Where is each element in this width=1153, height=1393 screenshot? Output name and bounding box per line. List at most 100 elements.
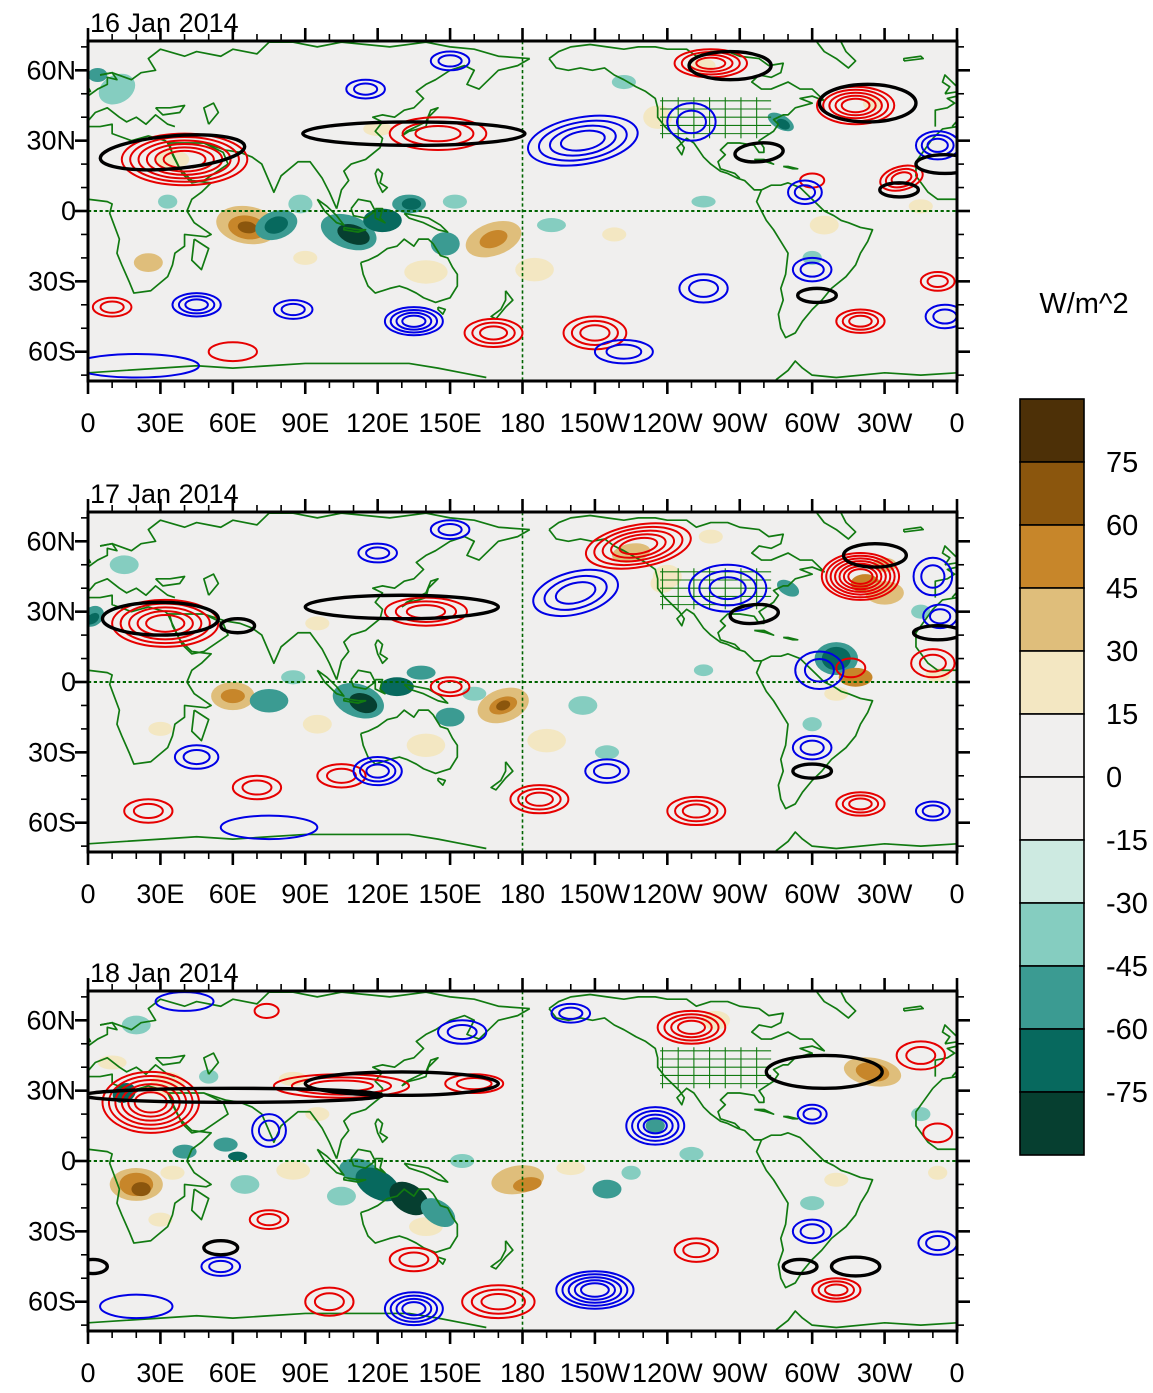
x-tick-label: 180	[500, 879, 545, 909]
x-tick-label: 90W	[712, 408, 768, 438]
x-tick-label: 90E	[281, 879, 329, 909]
x-tick-label: 150E	[419, 879, 482, 909]
x-tick-label: 150E	[419, 1358, 482, 1388]
x-tick-label: 120E	[346, 408, 409, 438]
contour-layer	[102, 516, 961, 839]
x-tick-label: 150W	[560, 1358, 631, 1388]
y-tick-label: 30N	[26, 1076, 76, 1106]
x-tick-label: 150W	[560, 408, 631, 438]
x-tick-label: 180	[500, 1358, 545, 1388]
coastline-layer	[0, 992, 1153, 1330]
x-tick-label: 90E	[281, 408, 329, 438]
colorbar-tick-label: 30	[1106, 636, 1138, 668]
anomaly-shading-layer	[88, 58, 933, 284]
x-tick-label: 0	[949, 879, 964, 909]
x-tick-label: 60E	[209, 879, 257, 909]
x-tick-label: 60E	[209, 408, 257, 438]
x-tick-label: 60W	[784, 408, 840, 438]
x-tick-label: 0	[949, 1358, 964, 1388]
y-tick-label: 60S	[28, 808, 76, 838]
x-tick-label: 0	[80, 879, 95, 909]
map-content	[88, 512, 1153, 852]
colorbar-title: W/m^2	[1039, 288, 1128, 320]
colorbar-cell	[1019, 965, 1085, 1030]
map-content	[0, 991, 1153, 1331]
map-content	[0, 41, 1153, 381]
map-panel-3: 18 Jan 2014 0 30E 60E 90E 120E 150E 180 150W 120W…	[0, 958, 1153, 1388]
colorbar-tick-label: -75	[1106, 1077, 1148, 1109]
axes-frame	[75, 28, 970, 394]
panel-title: 17 Jan 2014	[90, 479, 239, 509]
x-tick-label: 150E	[419, 408, 482, 438]
colorbar-cell	[1019, 461, 1085, 526]
y-tick-label: 30S	[28, 1216, 76, 1246]
x-tick-label: 0	[80, 408, 95, 438]
colorbar-cell	[1019, 776, 1085, 841]
colorbar-cell	[1019, 524, 1085, 589]
x-tick-label: 30E	[136, 879, 184, 909]
x-tick-label: 60W	[784, 879, 840, 909]
colorbar-cell	[1019, 587, 1085, 652]
x-tick-label: 30E	[136, 1358, 184, 1388]
contour-layer	[74, 49, 974, 377]
x-tick-label: 120E	[346, 879, 409, 909]
y-tick-label: 0	[61, 667, 76, 697]
x-tick-label: 30W	[857, 879, 913, 909]
colorbar-tick-label: -60	[1106, 1014, 1148, 1046]
map-panel-2: 17 Jan 2014 0 30E 60E 90E 120E 150E 180 150W 120W…	[26, 479, 1153, 909]
colorbar-cell	[1019, 650, 1085, 715]
y-tick-label: 60N	[26, 55, 76, 85]
colorbar-tick-label: -45	[1106, 951, 1148, 983]
colorbar-cell	[1019, 398, 1085, 463]
y-tick-label: 60S	[28, 337, 76, 367]
colorbar-cell	[1019, 839, 1085, 904]
y-tick-label: 60S	[28, 1287, 76, 1317]
colorbar-tick-label: 45	[1106, 573, 1138, 605]
y-tick-label: 0	[61, 1146, 76, 1176]
map-panel-1: 16 Jan 2014 0 30E 60E 90E 120E 150E 180 150W 120W…	[0, 8, 1153, 438]
x-tick-label: 0	[80, 1358, 95, 1388]
y-tick-label: 30N	[26, 597, 76, 627]
x-tick-label: 90W	[712, 1358, 768, 1388]
panel-title: 18 Jan 2014	[90, 958, 239, 988]
x-tick-label: 120W	[632, 879, 703, 909]
colorbar-cell	[1019, 713, 1085, 778]
axes-frame	[75, 978, 970, 1344]
x-tick-label: 120W	[632, 408, 703, 438]
y-tick-label: 60N	[26, 526, 76, 556]
coastline-layer	[0, 42, 1153, 380]
colorbar-cell	[1019, 902, 1085, 967]
x-tick-label: 90W	[712, 879, 768, 909]
colorbar-tick-label: 60	[1106, 510, 1138, 542]
y-tick-label: 30S	[28, 737, 76, 767]
colorbar-cell	[1019, 1091, 1085, 1156]
anomaly-shading-layer	[97, 1010, 948, 1237]
x-tick-label: 30E	[136, 408, 184, 438]
colorbar-tick-label: 75	[1106, 447, 1138, 479]
x-tick-label: 60W	[784, 1358, 840, 1388]
x-tick-label: 90E	[281, 1358, 329, 1388]
x-tick-label: 0	[949, 408, 964, 438]
axes-frame	[75, 499, 970, 865]
x-tick-label: 120W	[632, 1358, 703, 1388]
colorbar-tick-label: 0	[1106, 762, 1122, 794]
x-tick-label: 150W	[560, 879, 631, 909]
x-tick-label: 60E	[209, 1358, 257, 1388]
colorbar-tick-label: 15	[1106, 699, 1138, 731]
colorbar: W/m^2 75 60 45 30 15 0 -15 -30 -45 -60 -75	[1019, 288, 1148, 1156]
x-tick-label: 120E	[346, 1358, 409, 1388]
y-tick-label: 60N	[26, 1005, 76, 1035]
state-borders	[660, 1047, 771, 1088]
colorbar-cell	[1019, 1028, 1085, 1093]
x-tick-label: 30W	[857, 1358, 913, 1388]
panel-title: 16 Jan 2014	[90, 8, 239, 38]
y-tick-label: 30S	[28, 266, 76, 296]
y-tick-label: 30N	[26, 126, 76, 156]
x-tick-label: 180	[500, 408, 545, 438]
y-tick-label: 0	[61, 196, 76, 226]
colorbar-tick-label: -30	[1106, 888, 1148, 920]
contour-layer	[78, 992, 957, 1325]
colorbar-tick-label: -15	[1106, 825, 1148, 857]
